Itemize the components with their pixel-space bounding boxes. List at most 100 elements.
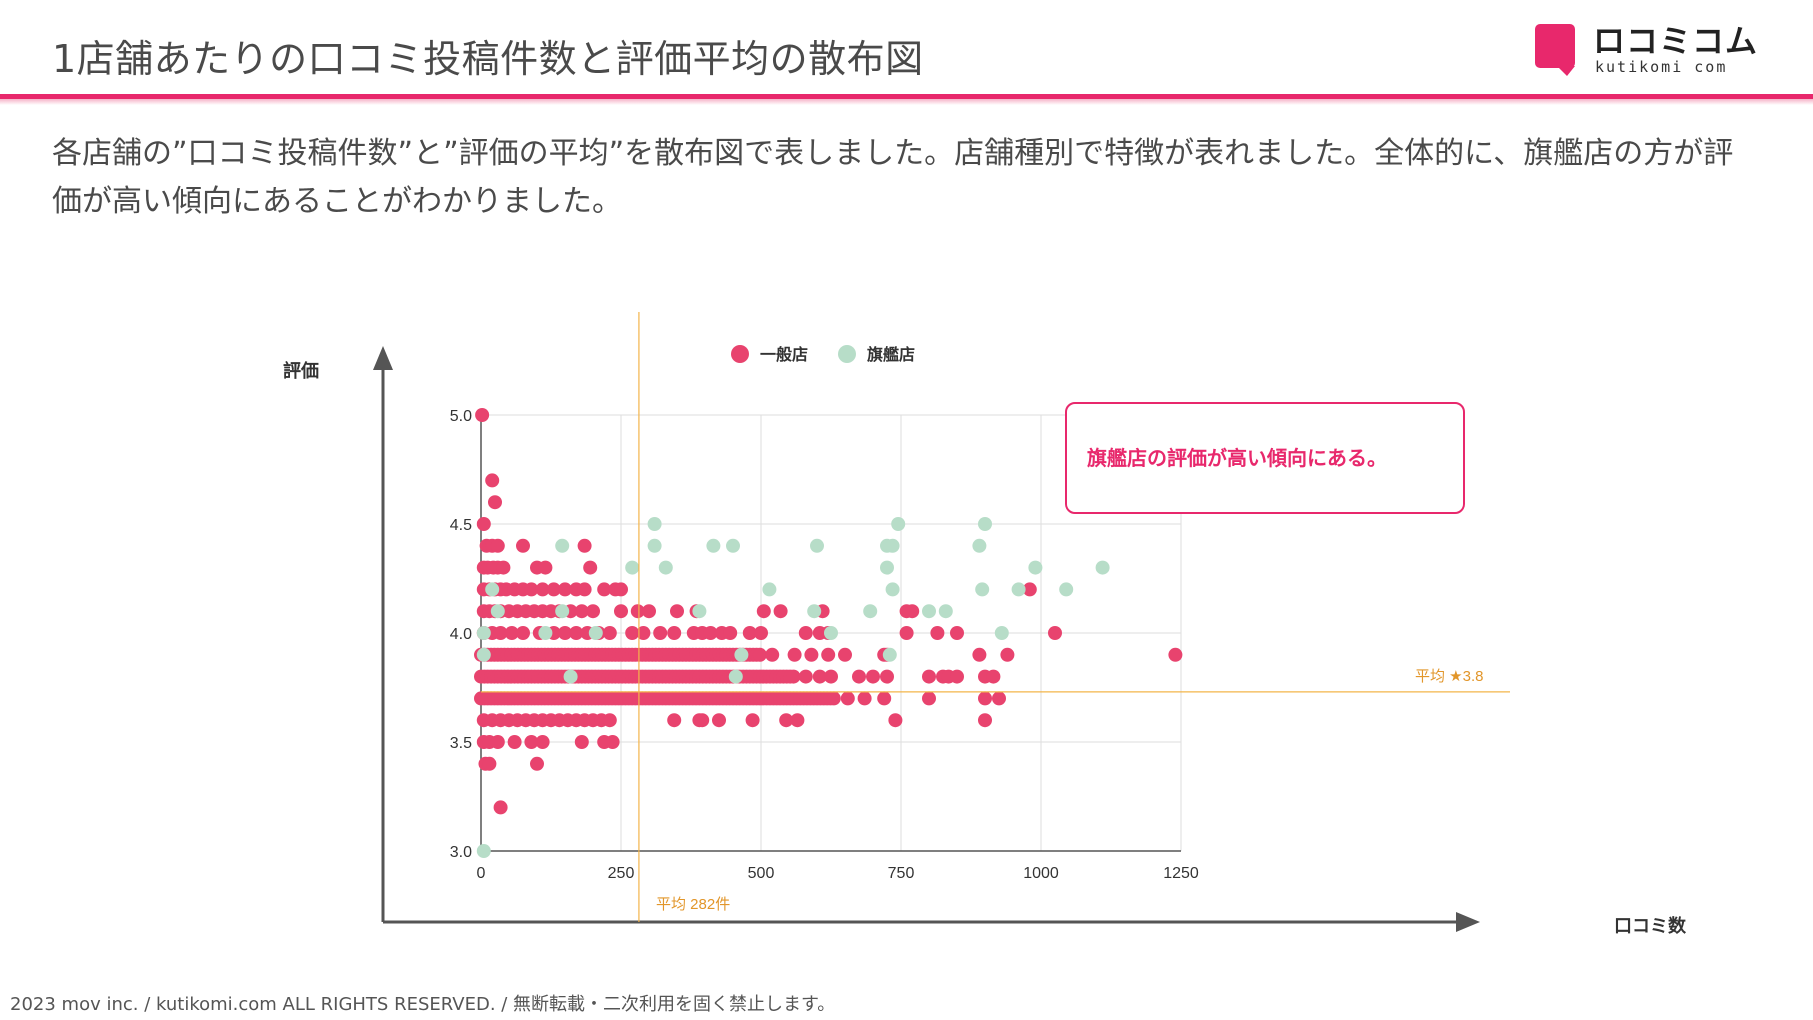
data-point-general [605, 735, 620, 749]
data-point-general [745, 713, 760, 728]
data-point-general [1048, 626, 1062, 640]
insight-callout: 旗艦店の評価が高い傾向にある。 [1065, 402, 1465, 514]
data-point-flagship [538, 626, 553, 640]
data-point-general [857, 691, 872, 706]
header-divider [0, 94, 1813, 99]
data-point-flagship [625, 560, 640, 575]
data-point-general [546, 582, 561, 597]
data-point-general [787, 647, 802, 662]
data-point-general [535, 582, 550, 597]
x-axis-title: 口コミ数 [1614, 915, 1687, 936]
data-point-flagship [555, 538, 570, 553]
speech-bubble-icon [1535, 24, 1575, 76]
data-point-general [986, 669, 1001, 684]
legend-swatch-flagship [838, 345, 856, 363]
data-point-flagship [588, 626, 603, 640]
data-point-general [602, 713, 617, 728]
y-axis-title: 評価 [283, 360, 319, 381]
data-point-flagship [647, 517, 662, 531]
x-tick-label: 750 [888, 865, 915, 882]
data-point-flagship [728, 669, 743, 684]
y-tick-label: 3.0 [450, 844, 472, 861]
data-point-general [670, 604, 684, 619]
data-point-general [476, 517, 491, 531]
data-point-flagship [476, 844, 491, 858]
copyright-footer: 2023 mov inc. / kutikomi.com ALL RIGHTS … [10, 994, 836, 1015]
data-point-flagship [726, 538, 740, 553]
series-flagship [476, 517, 1110, 858]
data-point-general [978, 691, 992, 706]
data-point-general [1000, 647, 1015, 662]
data-point-general [490, 538, 505, 553]
data-point-general [723, 626, 738, 640]
data-point-flagship [1095, 560, 1110, 575]
y-tick-label: 4.0 [450, 626, 472, 643]
data-point-flagship [490, 604, 505, 619]
logo-subtext: kutikomi com [1595, 58, 1728, 76]
data-point-general [703, 626, 718, 640]
data-point-flagship [880, 560, 894, 575]
data-point-general [602, 626, 617, 640]
kutikomi-logo[interactable]: ロコミコム kutikomi com [1535, 22, 1757, 78]
data-point-general [614, 582, 628, 597]
data-point-general [614, 604, 628, 619]
data-point-general [577, 582, 592, 597]
data-point-general [695, 713, 710, 728]
data-point-general [790, 713, 805, 728]
data-point-general [630, 604, 645, 619]
data-point-general [597, 582, 612, 597]
page-title: 1店舗あたりの口コミ投稿件数と評価平均の散布図 [52, 37, 924, 81]
data-point-general [488, 495, 502, 510]
description-text: 各店舗の”口コミ投稿件数”と”評価の平均”を散布図で表しました。店舗種別で特徴が… [52, 136, 1734, 219]
data-point-general [950, 669, 964, 684]
average-y-label: 平均 ★3.8 [1415, 668, 1483, 685]
y-tick-label: 3.5 [450, 735, 472, 752]
data-point-flagship [885, 582, 900, 597]
data-point-flagship [863, 604, 878, 619]
data-point-general [877, 691, 892, 706]
data-point-flagship [658, 560, 673, 575]
x-tick-label: 250 [608, 865, 635, 882]
y-tick-label: 4.5 [450, 517, 472, 534]
data-point-flagship [922, 604, 936, 619]
data-point-general [821, 647, 836, 662]
data-point-general [524, 582, 539, 597]
data-point-flagship [807, 604, 822, 619]
data-point-general [742, 626, 757, 640]
data-point-general [586, 604, 600, 619]
data-point-general [930, 626, 945, 640]
data-point-general [667, 713, 682, 728]
data-point-general [558, 582, 572, 597]
data-point-general [574, 604, 589, 619]
data-point-flagship [824, 626, 838, 640]
x-tick-label: 500 [748, 865, 775, 882]
x-axis-arrowhead [1456, 912, 1480, 932]
data-point-general [899, 626, 914, 640]
data-point-general [535, 735, 550, 749]
data-point-general [905, 604, 920, 619]
data-point-general [496, 560, 511, 575]
data-point-general [1168, 647, 1183, 662]
data-point-general [574, 735, 589, 749]
data-point-flagship [762, 582, 777, 597]
x-tick-label: 0 [477, 865, 486, 882]
logo-wordmark: ロコミコム [1593, 22, 1759, 60]
header-divider-shadow [0, 99, 1813, 105]
data-point-general [577, 538, 592, 553]
chart-ticks: 0 250 500 750 1000 1250 3.0 3.5 4.0 4.5 5.0 [450, 408, 1199, 882]
data-point-general [852, 669, 866, 684]
data-point-flagship [975, 582, 990, 597]
data-point-general [667, 626, 682, 640]
data-point-general [972, 647, 987, 662]
y-tick-label: 5.0 [450, 408, 472, 425]
data-point-general [950, 626, 964, 640]
y-axis-arrowhead [373, 346, 393, 370]
data-point-general [812, 669, 827, 684]
average-lines: 平均 282件 平均 ★3.8 [481, 312, 1510, 922]
data-point-flagship [692, 604, 707, 619]
data-point-flagship [972, 538, 987, 553]
legend-label-general: 一般店 [760, 345, 808, 364]
data-point-general [773, 604, 788, 619]
data-point-general [754, 626, 768, 640]
data-point-general [798, 626, 813, 640]
